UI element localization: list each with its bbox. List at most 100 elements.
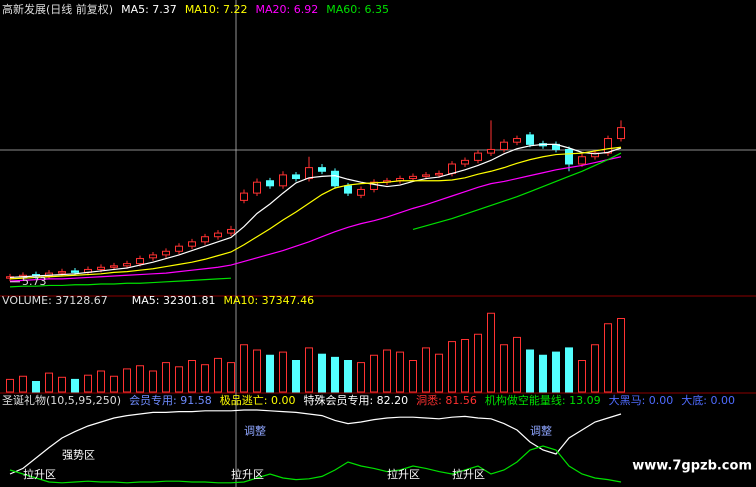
candle-body xyxy=(474,152,482,161)
candle-body xyxy=(357,188,365,196)
volume-bar xyxy=(136,365,144,393)
volume-bar xyxy=(344,360,352,393)
volume-bar xyxy=(253,349,261,393)
volume-bar xyxy=(149,370,157,393)
candle-body xyxy=(487,148,495,154)
volume-bar xyxy=(19,375,27,393)
line xyxy=(9,146,622,280)
candle-body xyxy=(461,159,469,165)
volume-bar xyxy=(422,347,430,393)
legend-entry: 特殊会员专用: 82.20 xyxy=(303,394,409,407)
annotation: 调整 xyxy=(244,424,266,438)
volume-bar xyxy=(565,347,573,393)
candle-body xyxy=(201,236,209,243)
panel-title: VOLUME: 37128.67 xyxy=(2,294,108,307)
candle-body xyxy=(591,152,599,158)
volume-bar xyxy=(474,333,482,393)
volume-bar xyxy=(292,360,300,393)
volume-bar xyxy=(71,378,79,393)
candle-body xyxy=(97,266,105,270)
volume-bar xyxy=(214,357,222,393)
volume-bar xyxy=(591,344,599,393)
volume-bar xyxy=(162,362,170,393)
watermark: www.7gpzb.com xyxy=(632,459,752,474)
volume-bar xyxy=(526,349,534,393)
volume-bar xyxy=(617,318,625,393)
candle-body xyxy=(422,174,430,177)
candle-body xyxy=(331,170,339,187)
legend-entry: 洞悉: 81.56 xyxy=(416,394,477,407)
line xyxy=(9,409,622,475)
volume-bar xyxy=(539,354,547,393)
candle-body xyxy=(149,254,157,259)
volume-bar xyxy=(604,323,612,393)
volume-bar xyxy=(175,366,183,393)
legend-entry: 机构做空能量线: 13.09 xyxy=(484,394,601,407)
candle-body xyxy=(214,232,222,238)
candle-body xyxy=(526,134,534,145)
candle-body xyxy=(500,141,508,150)
candle-body xyxy=(617,127,625,140)
annotation: 拉升区 xyxy=(23,467,56,481)
annotation: 拉升区 xyxy=(387,467,420,481)
volume-bar xyxy=(487,312,495,393)
volume-bar xyxy=(84,374,92,393)
volume-bar xyxy=(370,354,378,393)
volume-bar xyxy=(58,376,66,393)
candle-body xyxy=(123,263,131,267)
candle-body xyxy=(279,174,287,187)
volume-bar xyxy=(6,378,14,393)
volume-bar xyxy=(357,362,365,393)
volume-bar xyxy=(513,336,521,393)
legend-entry: 大黑马: 0.00 xyxy=(608,394,674,407)
candle-body xyxy=(565,148,573,165)
line xyxy=(9,277,232,288)
volume-bar xyxy=(32,381,40,393)
volume-bar xyxy=(240,344,248,393)
legend-entry: MA5: 7.37 xyxy=(121,3,177,16)
annotation: 拉升区 xyxy=(231,467,264,481)
volume-bar xyxy=(500,344,508,393)
candle-body xyxy=(344,185,352,194)
volume-bar xyxy=(188,360,196,393)
line xyxy=(9,143,622,279)
volume-bar xyxy=(279,351,287,393)
candle-body xyxy=(435,172,443,176)
volume-bar xyxy=(578,360,586,393)
candle-body xyxy=(253,181,261,194)
candle-body xyxy=(188,241,196,247)
volume-bar xyxy=(305,347,313,393)
volume-bar xyxy=(448,341,456,393)
candle-body xyxy=(513,138,521,143)
annotation: 调整 xyxy=(530,424,552,438)
volume-bar xyxy=(318,353,326,393)
volume-bar xyxy=(435,353,443,393)
line xyxy=(9,445,622,484)
candle-body xyxy=(110,265,118,268)
annotation: 5.73 xyxy=(22,275,47,288)
candle-body xyxy=(162,250,170,256)
legend-entry: 大底: 0.00 xyxy=(681,394,735,407)
candle-body xyxy=(318,167,326,172)
volume-bar xyxy=(227,362,235,393)
volume-bar xyxy=(123,368,131,393)
line xyxy=(9,156,622,282)
candle-body xyxy=(409,175,417,180)
legend-entry: 极品逃亡: 0.00 xyxy=(219,394,296,407)
line xyxy=(412,152,622,231)
legend-entry: 会员专用: 91.58 xyxy=(129,394,212,407)
candle-body xyxy=(71,270,79,273)
volume-bar xyxy=(383,349,391,393)
volume-bar xyxy=(110,375,118,393)
volume-bar xyxy=(552,351,560,393)
candle-body xyxy=(604,138,612,154)
volume-bar xyxy=(201,364,209,393)
candle-body xyxy=(292,174,300,180)
volume-bar xyxy=(97,370,105,393)
candle-body xyxy=(227,228,235,234)
legend-entry: MA10: 37347.46 xyxy=(223,294,315,307)
volume-bar xyxy=(461,339,469,393)
volume-bar xyxy=(266,354,274,393)
header: VOLUME: 37128.67 MA5: 32301.81 MA10: 37347… xyxy=(2,294,322,307)
